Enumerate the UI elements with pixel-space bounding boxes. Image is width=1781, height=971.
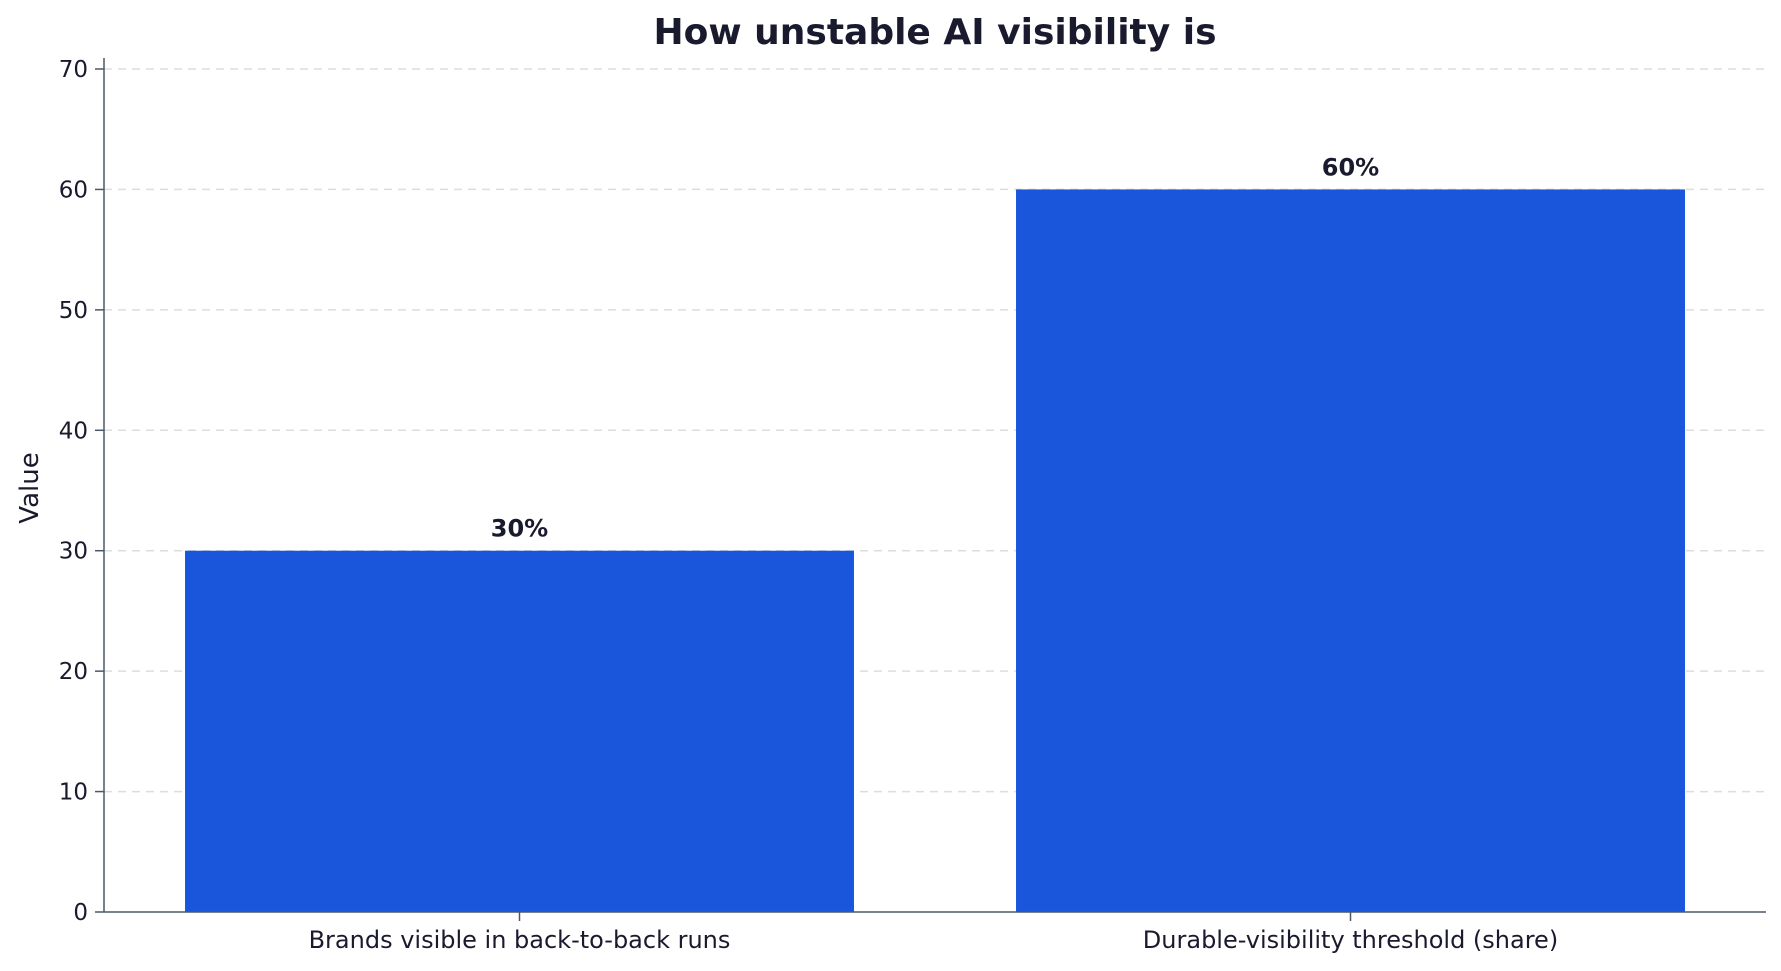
y-tick-label: 50 [59,298,88,324]
y-tick-label: 20 [59,659,88,685]
y-tick-label: 70 [59,57,88,83]
bar-value-label: 60% [1322,153,1379,181]
bar [1016,189,1685,912]
y-tick-label: 10 [59,780,88,806]
y-tick-label: 30 [59,539,88,565]
y-tick-label: 40 [59,418,88,444]
x-ticks: Brands visible in back-to-back runs Durab… [309,912,1558,954]
x-tick-label: Brands visible in back-to-back runs [309,926,731,954]
x-tick-label: Durable-visibility threshold (share) [1143,926,1558,954]
y-axis-label: Value [15,452,45,523]
y-tick-label: 60 [59,177,88,203]
gridlines [104,68,1766,793]
bar [185,550,854,912]
chart-title: How unstable AI visibility is [653,12,1216,53]
y-tick-label: 0 [73,900,88,926]
bars [185,189,1685,912]
data-labels: 30% 60% [491,153,1379,542]
bar-value-label: 30% [491,515,548,543]
y-ticks: 0 10 20 30 40 50 60 70 [59,57,104,926]
